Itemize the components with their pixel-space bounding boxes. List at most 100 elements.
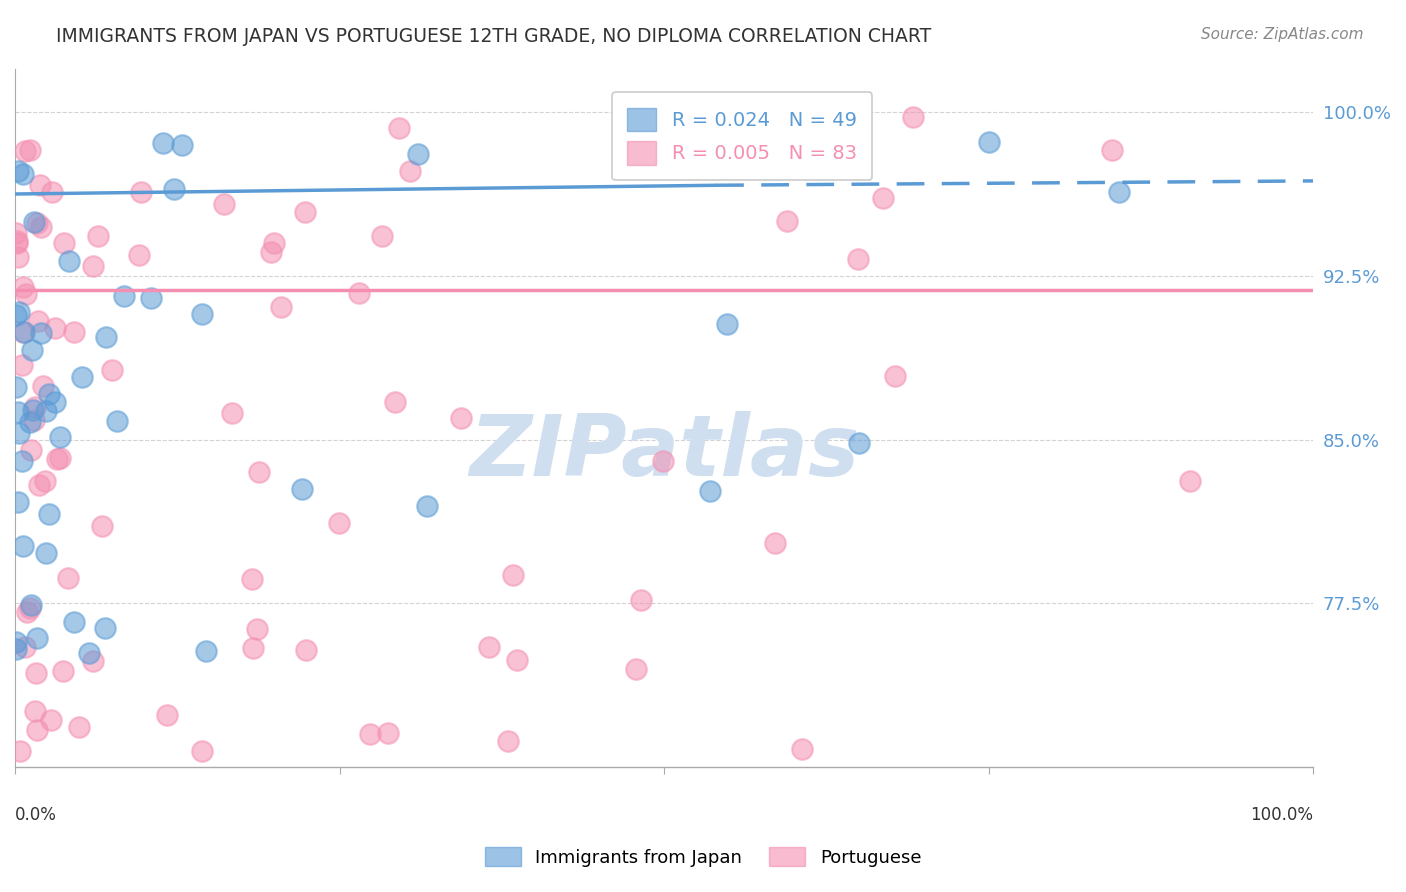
Portuguese (399, 163, 422, 178)
Portuguese (44, 321, 66, 335)
Immigrants from Japan (11, 167, 34, 181)
Portuguese (763, 535, 786, 549)
Immigrants from Japan (49, 430, 72, 444)
Immigrants from Japan (77, 646, 100, 660)
Portuguese (884, 368, 907, 383)
Portuguese (846, 252, 869, 267)
Immigrants from Japan (18, 415, 41, 429)
Immigrants from Japan (704, 128, 727, 143)
Immigrants from Japan (30, 326, 52, 340)
Legend: Immigrants from Japan, Portuguese: Immigrants from Japan, Portuguese (478, 840, 928, 874)
Immigrants from Japan (62, 615, 84, 629)
Immigrants from Japan (105, 414, 128, 428)
Portuguese (652, 453, 675, 467)
Portuguese (41, 185, 63, 199)
Immigrants from Japan (716, 317, 738, 331)
Immigrants from Japan (6, 308, 28, 322)
Immigrants from Japan (7, 405, 30, 419)
Immigrants from Japan (11, 453, 34, 467)
Immigrants from Japan (38, 508, 60, 522)
Portuguese (371, 228, 394, 243)
Portuguese (90, 519, 112, 533)
Portuguese (18, 143, 41, 157)
Immigrants from Japan (141, 292, 163, 306)
Immigrants from Japan (291, 482, 314, 496)
Portuguese (776, 214, 799, 228)
Portuguese (87, 228, 110, 243)
Text: Source: ZipAtlas.com: Source: ZipAtlas.com (1201, 27, 1364, 42)
Portuguese (18, 600, 41, 615)
Portuguese (31, 379, 53, 393)
Portuguese (496, 734, 519, 748)
Immigrants from Japan (21, 402, 44, 417)
Immigrants from Japan (848, 435, 870, 450)
Immigrants from Japan (7, 494, 30, 508)
Portuguese (22, 412, 45, 426)
Portuguese (901, 110, 924, 124)
Portuguese (8, 744, 31, 758)
Portuguese (13, 280, 35, 294)
Portuguese (27, 723, 49, 737)
Portuguese (502, 567, 524, 582)
Immigrants from Japan (38, 387, 60, 401)
Portuguese (24, 401, 46, 415)
Portuguese (63, 325, 86, 339)
Portuguese (30, 178, 52, 192)
Portuguese (359, 727, 381, 741)
Portuguese (260, 245, 283, 260)
Portuguese (242, 640, 264, 655)
Immigrants from Japan (1108, 185, 1130, 199)
Portuguese (506, 653, 529, 667)
Immigrants from Japan (195, 644, 218, 658)
Portuguese (28, 478, 51, 492)
Immigrants from Japan (977, 135, 1000, 149)
Immigrants from Japan (6, 635, 28, 649)
Portuguese (39, 713, 62, 727)
Portuguese (347, 285, 370, 300)
Portuguese (11, 358, 34, 372)
Portuguese (630, 593, 652, 607)
Text: 100.0%: 100.0% (1250, 806, 1313, 824)
Portuguese (15, 287, 38, 301)
Immigrants from Japan (8, 304, 31, 318)
Portuguese (15, 605, 38, 619)
Immigrants from Japan (25, 631, 48, 645)
Immigrants from Japan (112, 289, 135, 303)
Immigrants from Japan (13, 325, 35, 339)
Immigrants from Japan (72, 370, 94, 384)
Portuguese (53, 236, 76, 251)
Immigrants from Japan (406, 147, 429, 161)
Text: 0.0%: 0.0% (15, 806, 56, 824)
Portuguese (51, 664, 73, 678)
Portuguese (11, 325, 34, 339)
Portuguese (82, 260, 104, 274)
Portuguese (6, 226, 28, 240)
Portuguese (790, 742, 813, 756)
Portuguese (7, 250, 30, 264)
Portuguese (129, 185, 152, 199)
Portuguese (128, 248, 150, 262)
Portuguese (388, 121, 411, 136)
Portuguese (328, 516, 350, 530)
Portuguese (101, 363, 124, 377)
Immigrants from Japan (35, 546, 58, 560)
Portuguese (212, 197, 235, 211)
Text: IMMIGRANTS FROM JAPAN VS PORTUGUESE 12TH GRADE, NO DIPLOMA CORRELATION CHART: IMMIGRANTS FROM JAPAN VS PORTUGUESE 12TH… (56, 27, 932, 45)
Portuguese (25, 216, 48, 230)
Portuguese (294, 204, 316, 219)
Portuguese (240, 573, 263, 587)
Portuguese (14, 145, 37, 159)
Portuguese (34, 474, 56, 488)
Portuguese (756, 153, 779, 167)
Immigrants from Japan (172, 137, 194, 152)
Immigrants from Japan (152, 136, 174, 150)
Immigrants from Japan (44, 394, 66, 409)
Portuguese (156, 708, 179, 723)
Immigrants from Japan (94, 621, 117, 635)
Immigrants from Japan (20, 599, 42, 613)
Immigrants from Japan (162, 182, 184, 196)
Portuguese (221, 406, 243, 420)
Portuguese (450, 411, 472, 425)
Immigrants from Japan (58, 254, 80, 268)
Portuguese (377, 726, 399, 740)
